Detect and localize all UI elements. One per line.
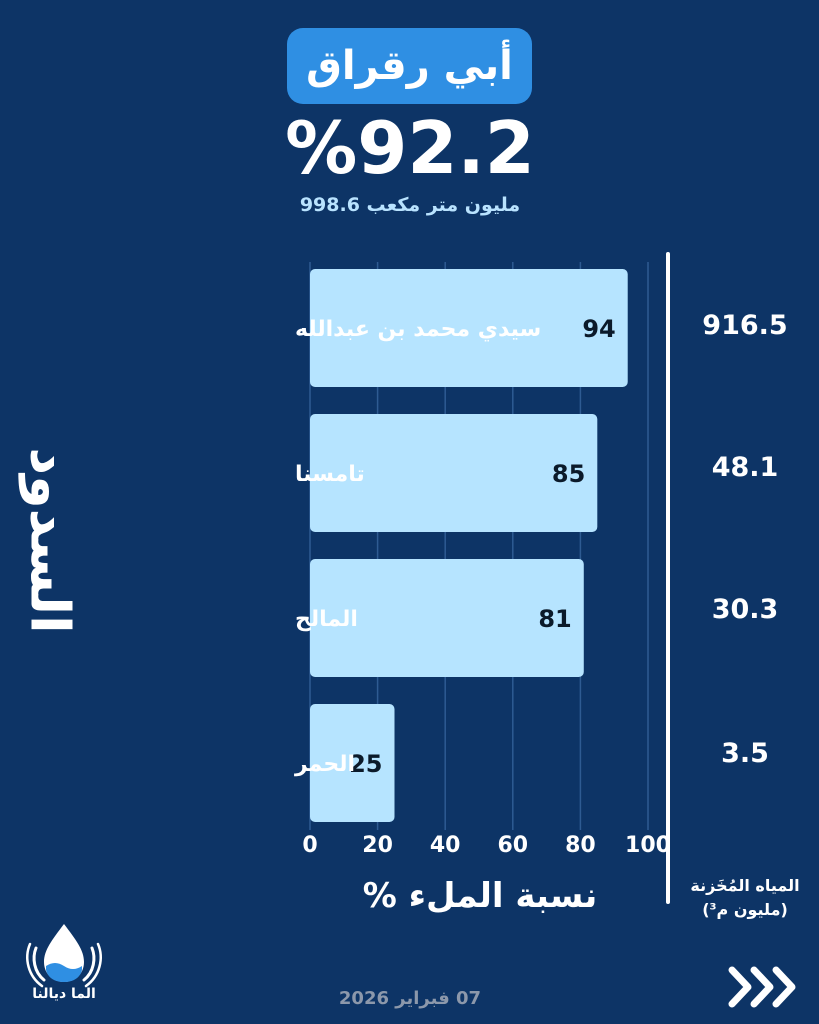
page-title: أبي رقراق	[306, 43, 513, 89]
category-label-3: الحمر	[294, 752, 355, 777]
x-tick-label-4: 80	[565, 833, 596, 858]
stored-value-2: 30.3	[711, 594, 779, 625]
x-axis-label: نسبة الملء %	[362, 876, 598, 916]
x-tick-label-2: 40	[430, 833, 461, 858]
stored-water-label-line2: (مليون م³)	[702, 900, 788, 919]
bar-value-label-3: 25	[349, 750, 382, 778]
x-tick-label-3: 60	[497, 833, 528, 858]
category-label-0: سيدي محمد بن عبدالله	[295, 317, 541, 342]
stored-water-label: المياه المُخَزنة (مليون م³)	[676, 874, 814, 922]
brand-name: الما ديالنا	[32, 986, 96, 1002]
bar-value-label-2: 81	[538, 605, 571, 633]
stored-water-label-line1: المياه المُخَزنة	[690, 876, 800, 895]
category-label-2: المالح	[295, 607, 358, 632]
column-divider	[666, 252, 670, 904]
fill-rate-chart: 94 سيدي محمد بن عبدالله 85 تامسنا 81 المالح 25…	[294, 262, 671, 858]
bar-3	[310, 704, 395, 822]
x-tick-label-1: 20	[362, 833, 393, 858]
category-label-1: تامسنا	[295, 462, 365, 487]
stored-value-0: 916.5	[702, 310, 788, 341]
bar-value-label-1: 85	[552, 460, 585, 488]
x-tick-label-5: 100	[625, 833, 671, 858]
stored-value-3: 3.5	[721, 738, 769, 769]
water-drop-logo-icon	[26, 924, 102, 988]
bar-0	[310, 269, 628, 387]
bar-1	[310, 414, 598, 532]
x-tick-label-0: 0	[302, 833, 317, 858]
title-pill: أبي رقراق	[287, 28, 532, 104]
date-label: 07 فبراير 2026	[338, 988, 482, 1009]
bar-2	[310, 559, 584, 677]
total-volume: 998.6 مليون متر مكعب	[299, 194, 521, 216]
bar-value-label-0: 94	[582, 315, 615, 343]
fill-percent: %92.2	[285, 106, 535, 190]
stored-value-1: 48.1	[711, 452, 779, 483]
triple-chevron-right-icon[interactable]	[724, 962, 804, 1012]
